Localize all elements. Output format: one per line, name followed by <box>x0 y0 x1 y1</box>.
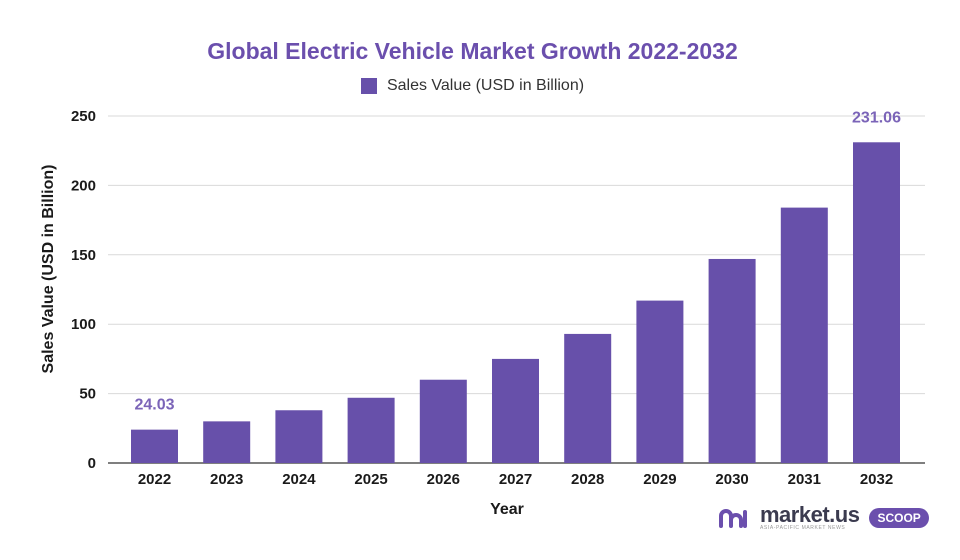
legend-label: Sales Value (USD in Billion) <box>386 77 585 94</box>
x-tick-label: 2027 <box>499 471 532 488</box>
x-tick-label: 2025 <box>354 471 387 488</box>
x-tick-label: 2028 <box>571 471 604 488</box>
bar-2032 <box>853 142 900 463</box>
bar-2022 <box>131 429 178 463</box>
market-us-mark-icon <box>719 509 747 528</box>
x-tick-label: 2032 <box>860 471 893 488</box>
x-axis-ticks: 2022 2023 2024 2025 2026 2027 2028 2029 2030 2031… <box>138 471 893 488</box>
x-tick-label: 2029 <box>643 471 676 488</box>
y-tick-label: 50 <box>79 386 96 403</box>
legend-swatch <box>360 78 377 94</box>
data-label: 24.03 <box>134 397 174 414</box>
y-axis-title: Sales Value (USD in Billion) <box>40 165 57 374</box>
x-tick-label: 2024 <box>282 471 316 488</box>
data-labels: 24.03 231.06 <box>134 109 901 413</box>
bar-2027 <box>492 358 539 463</box>
bar-2025 <box>347 397 395 463</box>
x-tick-label: 2031 <box>788 471 821 488</box>
x-tick-label: 2022 <box>138 471 171 488</box>
x-axis-title: Year <box>490 501 524 518</box>
y-tick-label: 200 <box>71 177 96 194</box>
bar-2030 <box>708 258 756 463</box>
bar-2023 <box>203 421 251 463</box>
x-tick-label: 2023 <box>210 471 243 488</box>
data-label: 231.06 <box>852 109 901 126</box>
bar-2024 <box>275 410 323 463</box>
y-tick-label: 0 <box>88 455 96 472</box>
bar-2031 <box>780 207 828 463</box>
logo-tagline: ASIA-PACIFIC MARKET NEWS <box>760 525 846 531</box>
logo-badge: SCOOP <box>869 508 929 528</box>
bar-2026 <box>419 379 467 463</box>
market-us-logo: market.us ASIA-PACIFIC MARKET NEWS SCOOP <box>718 502 929 531</box>
bar-2029 <box>636 300 684 463</box>
logo-brand: market.us <box>760 502 860 527</box>
x-tick-label: 2026 <box>427 471 460 488</box>
y-tick-label: 250 <box>71 108 96 125</box>
bar-2028 <box>564 333 612 463</box>
y-tick-label: 150 <box>71 247 96 264</box>
x-tick-label: 2030 <box>715 471 748 488</box>
chart-title: Global Electric Vehicle Market Growth 20… <box>207 38 738 64</box>
y-tick-label: 100 <box>71 316 96 333</box>
y-axis-ticks: 0 50 100 150 200 250 <box>71 108 96 472</box>
bars <box>131 142 900 463</box>
legend: Sales Value (USD in Billion) <box>0 77 945 95</box>
